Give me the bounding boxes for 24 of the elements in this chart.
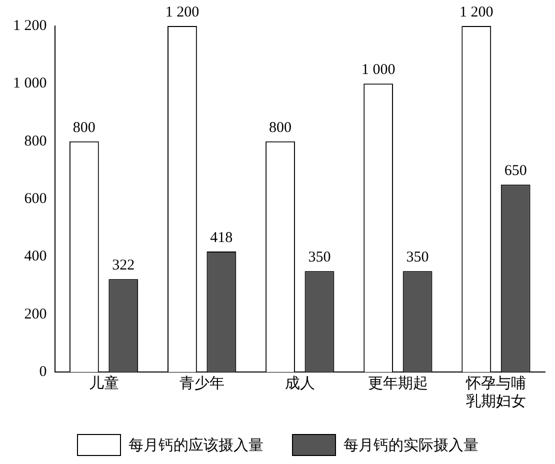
data-label: 1 200 (459, 4, 494, 20)
x-tick-label: 儿童 (88, 374, 119, 392)
y-tick-label: 1 200 (13, 18, 47, 34)
x-tick-label: 青少年 (179, 374, 224, 392)
y-tick-label: 1 000 (13, 76, 47, 92)
data-label: 350 (406, 250, 429, 266)
x-tick-label: 成人 (284, 374, 315, 392)
data-label: 800 (72, 120, 96, 136)
y-tick-label: 200 (24, 306, 47, 322)
y-tick-label: 0 (39, 364, 47, 380)
y-tick-label: 600 (24, 190, 47, 207)
y-tick-label: 400 (24, 248, 47, 265)
data-label: 800 (269, 120, 292, 136)
data-label: 418 (210, 230, 233, 246)
legend-label: 每月钙的实际摄入量 (344, 436, 478, 454)
data-label: 1 200 (165, 4, 200, 20)
x-tick-label: 更年期起 (368, 374, 428, 392)
y-tick-label: 800 (24, 133, 47, 150)
data-label: 322 (112, 258, 135, 274)
data-label: 1 000 (361, 62, 396, 78)
x-tick-label: 怀孕与哺乳期妇女 (464, 374, 526, 410)
data-label: 650 (504, 163, 527, 180)
legend-label: 每月钙的应该摄入量 (128, 436, 264, 454)
data-label: 350 (308, 250, 331, 266)
